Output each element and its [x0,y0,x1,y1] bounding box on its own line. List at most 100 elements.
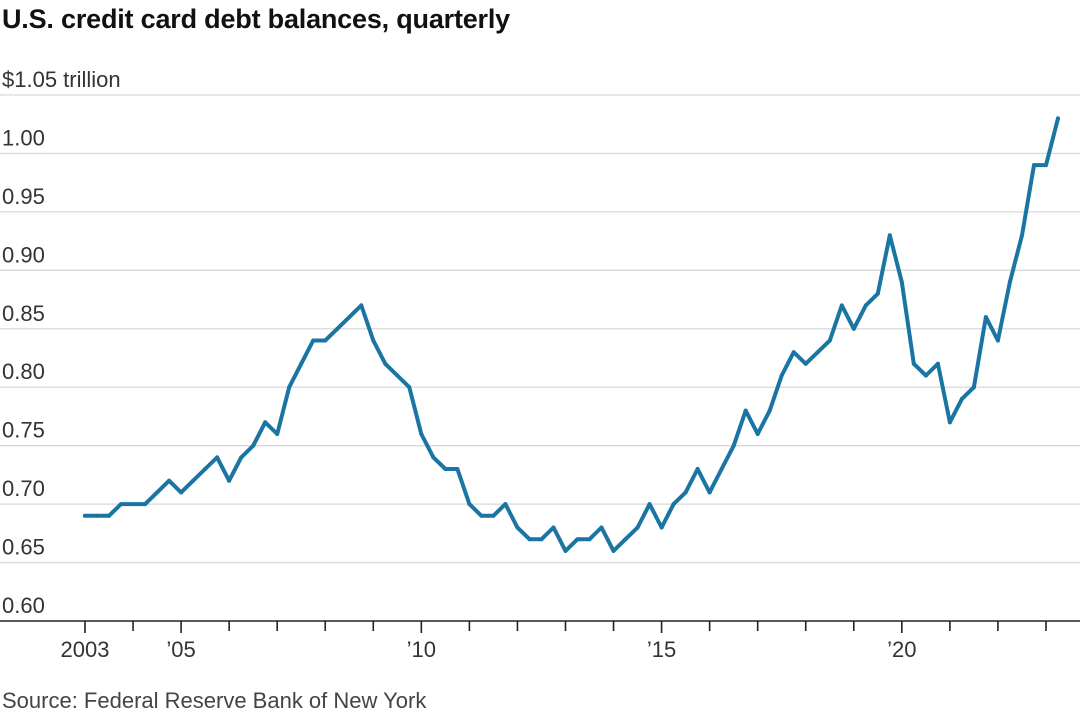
data-point-2012-q4 [551,525,556,530]
data-point-2019-q2 [863,303,868,308]
y-tick-label: 0.60 [2,593,45,618]
data-point-2004-q3 [155,490,160,495]
data-point-2022-q4 [1032,163,1036,168]
data-point-2016-q1 [707,490,712,495]
data-point-2004-q1 [131,502,135,507]
data-point-2018-q1 [803,361,808,366]
data-point-2014-q4 [647,502,652,507]
data-point-2023-q2 [1056,116,1060,121]
data-point-2010-q2 [431,455,436,460]
data-point-2004-q4 [167,478,172,483]
data-point-2022-q2 [1007,280,1012,284]
data-point-2007-q4 [311,338,316,343]
data-point-2010-q3 [443,467,448,471]
data-point-2011-q2 [479,513,484,518]
data-point-2010-q1 [419,432,424,436]
data-point-2015-q3 [683,490,688,495]
data-point-2006-q4 [263,420,268,425]
data-point-2022-q3 [1020,233,1024,238]
data-point-2011-q3 [491,513,496,518]
data-point-2017-q4 [791,350,796,355]
y-tick-label: 1.00 [2,125,45,150]
data-point-2016-q3 [731,443,736,448]
series-layer [83,116,1060,553]
data-point-2008-q1 [323,338,328,343]
x-axis: 2003 ’05 ’10 ’15 ’20 [0,620,1080,662]
x-tick-label-2020: ’20 [887,637,916,662]
y-tick-label: 0.90 [2,242,45,267]
data-point-2006-q2 [239,455,244,460]
data-point-2023-q1 [1044,163,1048,168]
data-point-2015-q1 [659,525,664,530]
data-point-2007-q2 [287,385,292,390]
data-point-2016-q4 [743,408,748,413]
data-point-2016-q2 [719,467,724,471]
y-tick-label: 0.85 [2,301,45,326]
data-point-2020-q2 [911,361,916,366]
data-point-2021-q1 [947,420,952,425]
data-point-2021-q4 [983,315,988,320]
data-point-2020-q3 [923,373,928,378]
data-point-2014-q1 [611,548,616,553]
data-point-2018-q4 [839,303,844,308]
data-point-2017-q3 [779,373,784,378]
data-point-2008-q3 [347,315,352,320]
data-point-2007-q1 [275,432,280,436]
data-point-2013-q2 [575,537,580,542]
data-point-2019-q4 [887,233,892,238]
data-point-2008-q4 [359,303,364,308]
y-tick-label: 0.65 [2,535,45,560]
data-point-2005-q3 [203,467,208,471]
data-point-2015-q4 [695,467,700,471]
data-point-2019-q1 [851,326,856,331]
data-point-2013-q1 [563,548,568,553]
data-point-2020-q1 [899,280,904,284]
data-point-2012-q1 [515,525,520,530]
x-tick-label-2005: ’05 [166,637,195,662]
data-point-2003-q3 [107,513,111,518]
y-tick-label: 0.75 [2,418,45,443]
data-point-2005-q2 [191,478,196,483]
data-point-2020-q4 [935,361,940,366]
data-point-2004-q2 [143,502,148,507]
data-point-2003-q1 [83,513,87,518]
data-point-2014-q2 [623,537,628,542]
data-point-2003-q2 [95,513,99,518]
data-point-2012-q2 [527,537,532,542]
y-axis-labels: $1.05 trillion 1.00 0.95 0.90 0.85 0.80 0.75 0.… [2,67,121,618]
y-unit-label: trillion [57,67,121,92]
data-point-2012-q3 [539,537,544,542]
x-tick-label-2010: ’10 [407,637,436,662]
data-point-2018-q2 [815,350,820,355]
data-point-2018-q3 [827,338,832,343]
y-tick-label: 0.80 [2,359,45,384]
data-point-2006-q1 [227,478,232,483]
data-point-2022-q1 [995,338,1000,343]
x-tick-label-2015: ’15 [647,637,676,662]
y-tick-label-value: $1.05 [2,67,57,92]
data-point-2008-q2 [335,326,340,331]
chart-title: U.S. credit card debt balances, quarterl… [2,4,510,34]
data-point-2009-q2 [383,361,388,366]
y-tick-label: 0.70 [2,476,45,501]
data-point-2009-q4 [407,385,412,390]
data-point-2021-q2 [959,396,964,401]
data-point-2017-q2 [767,408,772,413]
data-point-2014-q3 [635,525,640,530]
data-point-2019-q3 [875,291,880,296]
source-note: Source: Federal Reserve Bank of New York [2,688,427,713]
x-tick-label-2003: 2003 [61,637,110,662]
data-point-2017-q1 [755,432,760,436]
data-point-2006-q3 [251,443,256,448]
data-point-2021-q3 [971,385,976,390]
data-point-2003-q4 [119,502,123,507]
series-line-credit-card-debt [83,116,1060,553]
data-point-2013-q4 [599,525,604,530]
y-tick-label: 0.95 [2,184,45,209]
data-point-2011-q4 [503,502,508,507]
data-point-2005-q1 [179,490,184,495]
y-tick-label: $1.05 trillion [2,67,121,92]
data-point-2009-q3 [395,373,400,378]
data-point-2007-q3 [299,361,304,366]
